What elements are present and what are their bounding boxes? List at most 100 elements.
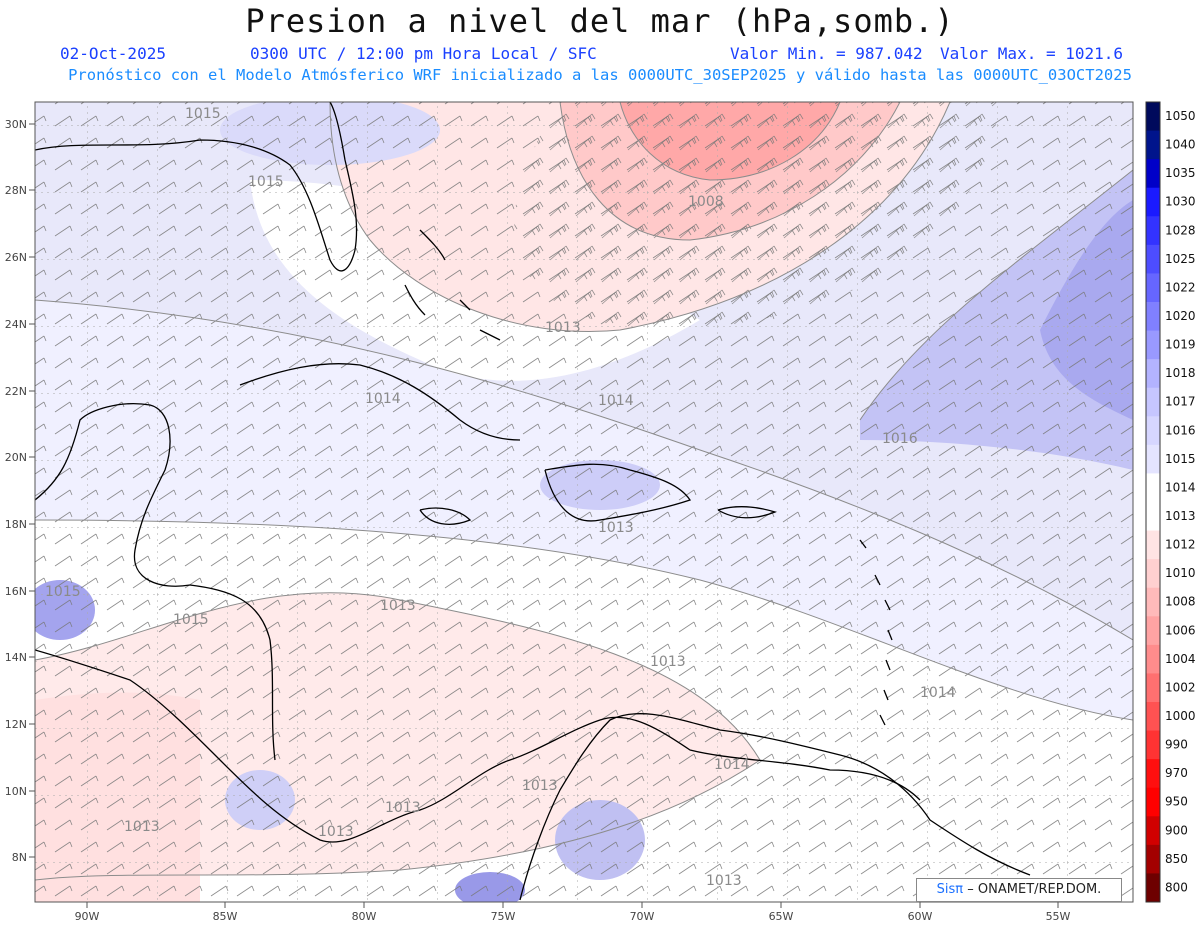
colorbar-swatch bbox=[1146, 844, 1160, 874]
colorbar-label: 1015 bbox=[1165, 452, 1196, 466]
colorbar-swatch bbox=[1146, 816, 1160, 846]
colorbar-label: 1022 bbox=[1165, 280, 1196, 294]
isobar-label: 1013 bbox=[650, 654, 686, 670]
colorbar-label: 1006 bbox=[1165, 623, 1196, 637]
colorbar-label: 950 bbox=[1165, 795, 1188, 809]
colorbar-label: 1016 bbox=[1165, 423, 1196, 437]
colorbar-label: 1020 bbox=[1165, 309, 1196, 323]
colorbar-label: 1000 bbox=[1165, 709, 1196, 723]
lon-label: 55W bbox=[1046, 910, 1071, 923]
colorbar-label: 1040 bbox=[1165, 138, 1196, 152]
lon-label: 60W bbox=[908, 910, 933, 923]
header-info: 02-Oct-2025 0300 UTC / 12:00 pm Hora Loc… bbox=[0, 44, 1200, 66]
colorbar-swatch bbox=[1146, 159, 1160, 189]
colorbar-label: 1010 bbox=[1165, 566, 1196, 580]
colorbar-frame bbox=[1145, 101, 1161, 903]
isobar-label: 1015 bbox=[248, 174, 284, 190]
colorbar-label: 1008 bbox=[1165, 595, 1196, 609]
colorbar-label: 1014 bbox=[1165, 480, 1196, 494]
colorbar-swatch bbox=[1146, 387, 1160, 417]
colorbar-swatch bbox=[1146, 416, 1160, 446]
map-title: Presion a nivel del mar (hPa,somb.) bbox=[245, 2, 955, 40]
colorbar-swatch bbox=[1146, 359, 1160, 389]
colorbar-swatch bbox=[1146, 273, 1160, 303]
colorbar-swatch bbox=[1146, 702, 1160, 732]
colorbar-label: 1035 bbox=[1165, 166, 1196, 180]
credit-box: Sisπ – ONAMET/REP.DOM. bbox=[916, 878, 1122, 902]
colorbar-swatch bbox=[1146, 616, 1160, 646]
colorbar-swatch bbox=[1146, 559, 1160, 589]
lat-label: 18N bbox=[5, 518, 27, 531]
colorbar-label: 970 bbox=[1165, 766, 1188, 780]
lat-label: 12N bbox=[5, 718, 27, 731]
colorbar-label: 1025 bbox=[1165, 252, 1196, 266]
colorbar-label: 1004 bbox=[1165, 652, 1196, 666]
colorbar-swatch bbox=[1146, 244, 1160, 274]
forecast-date: 02-Oct-2025 bbox=[60, 44, 166, 63]
latitude-labels: 30N 28N 26N 24N 22N 20N 18N 16N 14N 12N … bbox=[5, 118, 27, 864]
isobar-label: 1013 bbox=[706, 873, 742, 889]
lon-label: 80W bbox=[352, 910, 377, 923]
lat-label: 22N bbox=[5, 385, 27, 398]
colorbar-label: 1002 bbox=[1165, 680, 1196, 694]
isobar-label: 1013 bbox=[598, 520, 634, 536]
colorbar-swatch bbox=[1146, 216, 1160, 246]
colorbar-label: 850 bbox=[1165, 852, 1188, 866]
colorbar-swatch bbox=[1146, 102, 1160, 132]
lat-label: 8N bbox=[12, 851, 27, 864]
colorbar-label: 1019 bbox=[1165, 338, 1196, 352]
colorbar: 1050 1040 1035 1030 1028 1025 1022 1020 1019 1018… bbox=[1145, 101, 1196, 903]
colorbar-swatch bbox=[1146, 644, 1160, 674]
lon-label: 65W bbox=[769, 910, 794, 923]
colorbar-label: 1017 bbox=[1165, 395, 1196, 409]
colorbar-swatch bbox=[1146, 759, 1160, 789]
colorbar-swatch bbox=[1146, 730, 1160, 760]
colorbar-swatch bbox=[1146, 787, 1160, 817]
colorbar-label: 1050 bbox=[1165, 109, 1196, 123]
axis-ticks bbox=[29, 123, 1059, 908]
isobar-label: 1015 bbox=[45, 584, 81, 600]
colorbar-swatch bbox=[1146, 444, 1160, 474]
max-value: Valor Max. = 1021.6 bbox=[940, 44, 1124, 63]
colorbar-swatch bbox=[1146, 302, 1160, 332]
colorbar-swatch bbox=[1146, 587, 1160, 617]
isobar-label: 1013 bbox=[318, 824, 354, 840]
isobar-label: 1015 bbox=[173, 612, 209, 628]
colorbar-label: 1012 bbox=[1165, 538, 1196, 552]
lat-label: 26N bbox=[5, 251, 27, 264]
colorbar-swatch bbox=[1146, 873, 1160, 903]
lat-label: 20N bbox=[5, 451, 27, 464]
min-value: Valor Min. = 987.042 bbox=[730, 44, 923, 63]
colorbar-label: 800 bbox=[1165, 880, 1188, 894]
colorbar-swatch bbox=[1146, 330, 1160, 360]
map-area bbox=[35, 102, 1133, 902]
colorbar-label: 900 bbox=[1165, 823, 1188, 837]
colorbar-swatch bbox=[1146, 502, 1160, 532]
colorbar-swatch bbox=[1146, 130, 1160, 160]
isobar-labels: 1015 1015 1008 1013 1014 1014 1016 1013 … bbox=[45, 106, 956, 889]
lat-label: 16N bbox=[5, 585, 27, 598]
colorbar-swatch bbox=[1146, 673, 1160, 703]
isobar-label: 1014 bbox=[598, 393, 634, 409]
colorbar-swatch bbox=[1146, 473, 1160, 503]
isobar-label: 1014 bbox=[714, 757, 750, 773]
isobar-label: 1013 bbox=[545, 320, 581, 336]
lon-label: 90W bbox=[75, 910, 100, 923]
colorbar-label: 1030 bbox=[1165, 195, 1196, 209]
isobar-label: 1008 bbox=[688, 194, 724, 210]
colorbar-label: 990 bbox=[1165, 738, 1188, 752]
lat-label: 28N bbox=[5, 184, 27, 197]
longitude-labels: 90W 85W 80W 75W 70W 65W 60W 55W bbox=[75, 910, 1071, 923]
lon-label: 85W bbox=[213, 910, 238, 923]
colorbar-label: 1028 bbox=[1165, 223, 1196, 237]
lat-label: 30N bbox=[5, 118, 27, 131]
forecast-description: Pronóstico con el Modelo Atmósferico WRF… bbox=[68, 66, 1132, 84]
map-frame bbox=[34, 101, 1134, 903]
sispi-logo: Sisπ bbox=[936, 882, 964, 897]
isobar-label: 1013 bbox=[124, 819, 160, 835]
colorbar-label: 1018 bbox=[1165, 366, 1196, 380]
lon-label: 75W bbox=[491, 910, 516, 923]
isobar-label: 1016 bbox=[882, 431, 918, 447]
colorbar-swatch bbox=[1146, 187, 1160, 217]
isobar-label: 1013 bbox=[380, 598, 416, 614]
